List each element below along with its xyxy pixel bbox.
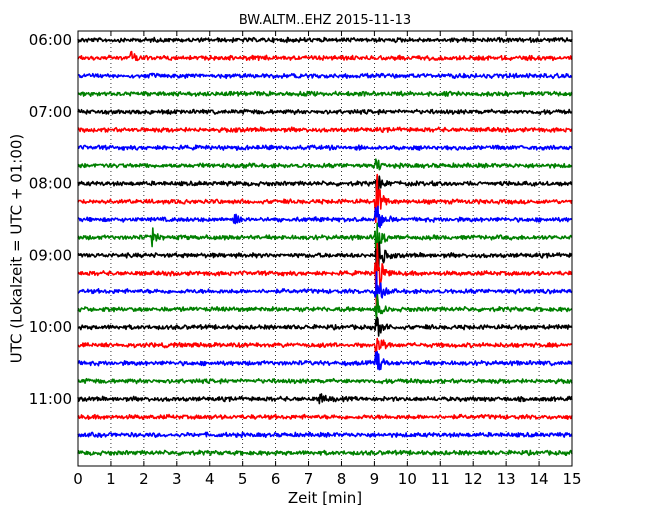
x-tick-label: 0 bbox=[73, 470, 83, 488]
x-tick-label: 9 bbox=[370, 470, 380, 488]
x-tick-label: 5 bbox=[238, 470, 248, 488]
trace-0845 bbox=[77, 222, 573, 266]
x-tick-label: 10 bbox=[398, 470, 417, 488]
trace-0615 bbox=[77, 50, 573, 62]
chart-title: BW.ALTM..EHZ 2015-11-13 bbox=[239, 13, 411, 28]
y-tick-label: 11:00 bbox=[29, 390, 72, 408]
x-tick-label: 12 bbox=[464, 470, 483, 488]
x-tick-label: 15 bbox=[562, 470, 581, 488]
plot-frame bbox=[77, 30, 573, 467]
y-tick-label: 09:00 bbox=[29, 246, 72, 264]
y-tick-label: 06:00 bbox=[29, 31, 72, 49]
trace-0800 bbox=[77, 175, 573, 197]
trace-0715 bbox=[77, 126, 573, 134]
x-tick-label: 14 bbox=[530, 470, 549, 488]
y-tick-label: 07:00 bbox=[29, 103, 72, 121]
trace-0915 bbox=[77, 242, 573, 309]
x-axis-label: Zeit [min] bbox=[288, 489, 362, 507]
x-tick-label: 11 bbox=[431, 470, 450, 488]
x-tick-label: 7 bbox=[304, 470, 314, 488]
x-tick-label: 1 bbox=[106, 470, 116, 488]
y-axis-label: UTC (Lokalzeit = UTC + 01:00) bbox=[7, 134, 25, 364]
trace-1115 bbox=[77, 413, 573, 420]
x-tick-label: 2 bbox=[139, 470, 149, 488]
trace-1030 bbox=[77, 350, 573, 371]
trace-1130 bbox=[77, 431, 573, 439]
trace-0730 bbox=[77, 144, 573, 151]
y-tick-label: 10:00 bbox=[29, 318, 72, 336]
trace-0830 bbox=[77, 205, 573, 229]
trace-0900 bbox=[77, 241, 573, 275]
trace-0645 bbox=[77, 90, 573, 98]
trace-1045 bbox=[77, 377, 573, 385]
trace-0700 bbox=[77, 108, 573, 116]
trace-0945 bbox=[77, 293, 573, 321]
x-tick-label: 3 bbox=[172, 470, 182, 488]
x-tick-label: 13 bbox=[497, 470, 516, 488]
grid bbox=[110, 31, 540, 466]
trace-1100 bbox=[77, 393, 573, 405]
y-tick-label: 08:00 bbox=[29, 175, 72, 193]
traces bbox=[77, 36, 573, 457]
trace-0745 bbox=[77, 158, 573, 171]
trace-0930 bbox=[77, 271, 573, 300]
x-tick-label: 8 bbox=[337, 470, 347, 488]
x-axis-ticks: 0 1 2 3 4 5 6 7 8 9 10 11 12 13 14 15 bbox=[73, 31, 582, 488]
trace-1000 bbox=[77, 316, 573, 337]
trace-0815 bbox=[77, 173, 573, 224]
x-tick-label: 6 bbox=[271, 470, 281, 488]
x-tick-label: 4 bbox=[205, 470, 215, 488]
trace-1145 bbox=[77, 449, 573, 457]
trace-0630 bbox=[77, 72, 573, 80]
trace-1015 bbox=[77, 337, 573, 360]
trace-0600 bbox=[77, 36, 573, 44]
y-axis-ticks: 06:00 07:00 08:00 09:00 10:00 11:00 bbox=[29, 31, 572, 408]
